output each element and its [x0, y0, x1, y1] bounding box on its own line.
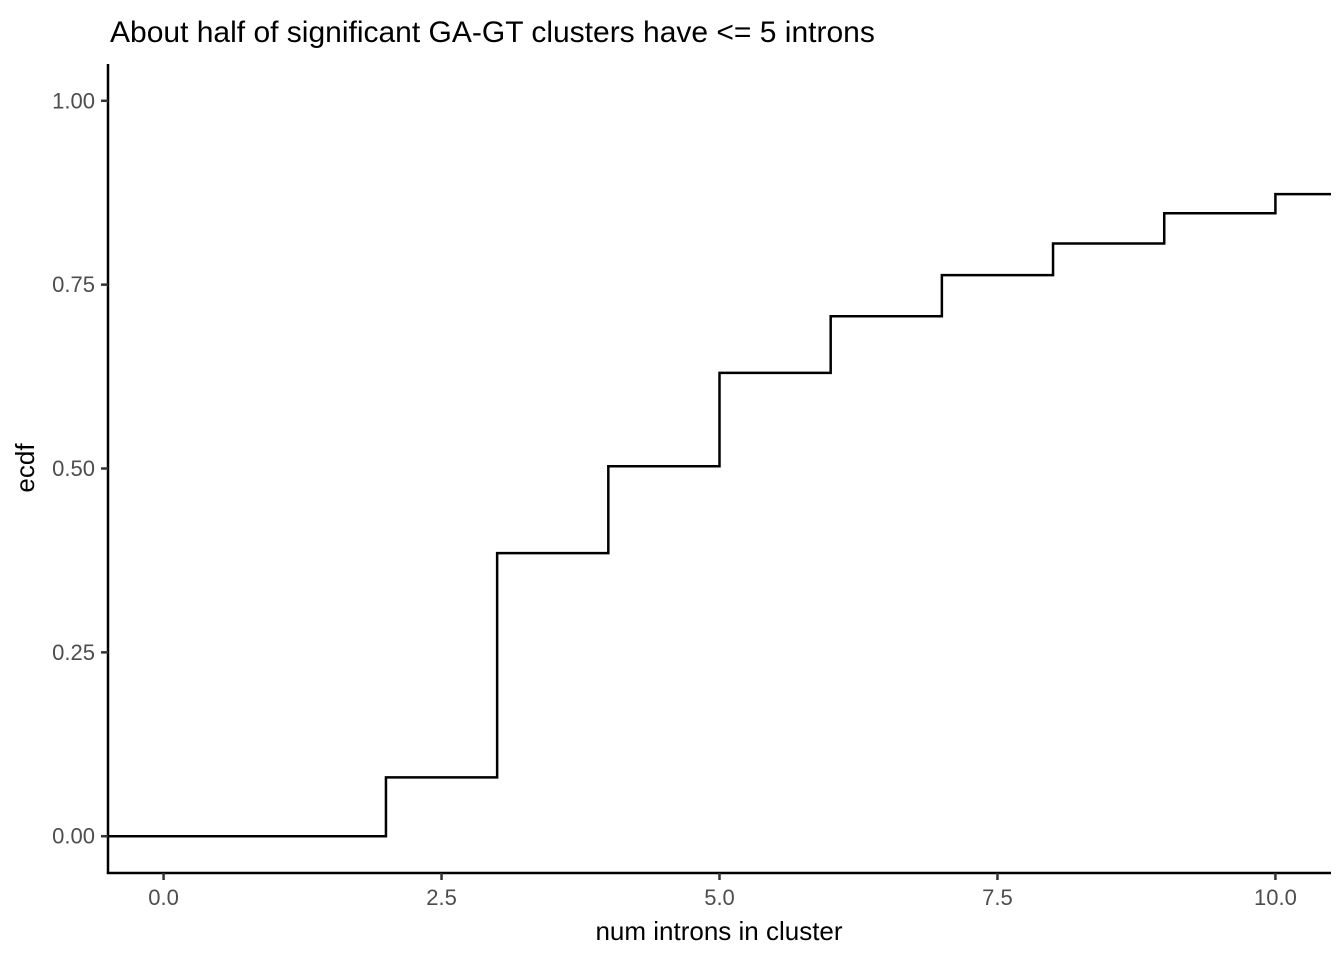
- y-axis-ticks: 0.00 0.25 0.50 0.75 1.00: [52, 88, 108, 849]
- x-tick-label: 10.0: [1254, 885, 1297, 910]
- ecdf-step-line: [108, 192, 1331, 838]
- chart-title: About half of significant GA-GT clusters…: [110, 16, 875, 49]
- y-tick-label: 0.25: [52, 640, 95, 665]
- x-axis-ticks: 0.0 2.5 5.0 7.5 10.0: [148, 873, 1297, 910]
- y-tick-label: 0.50: [52, 456, 95, 481]
- x-tick-label: 7.5: [982, 885, 1013, 910]
- x-tick-label: 5.0: [704, 885, 735, 910]
- x-tick-label: 2.5: [426, 885, 457, 910]
- x-axis-title: num introns in cluster: [595, 916, 842, 946]
- ecdf-step-series: [108, 192, 1331, 838]
- x-tick-label: 0.0: [148, 885, 179, 910]
- y-tick-label: 0.75: [52, 272, 95, 297]
- y-axis-title: ecdf: [10, 443, 40, 493]
- y-tick-label: 1.00: [52, 88, 95, 113]
- y-tick-label: 0.00: [52, 824, 95, 849]
